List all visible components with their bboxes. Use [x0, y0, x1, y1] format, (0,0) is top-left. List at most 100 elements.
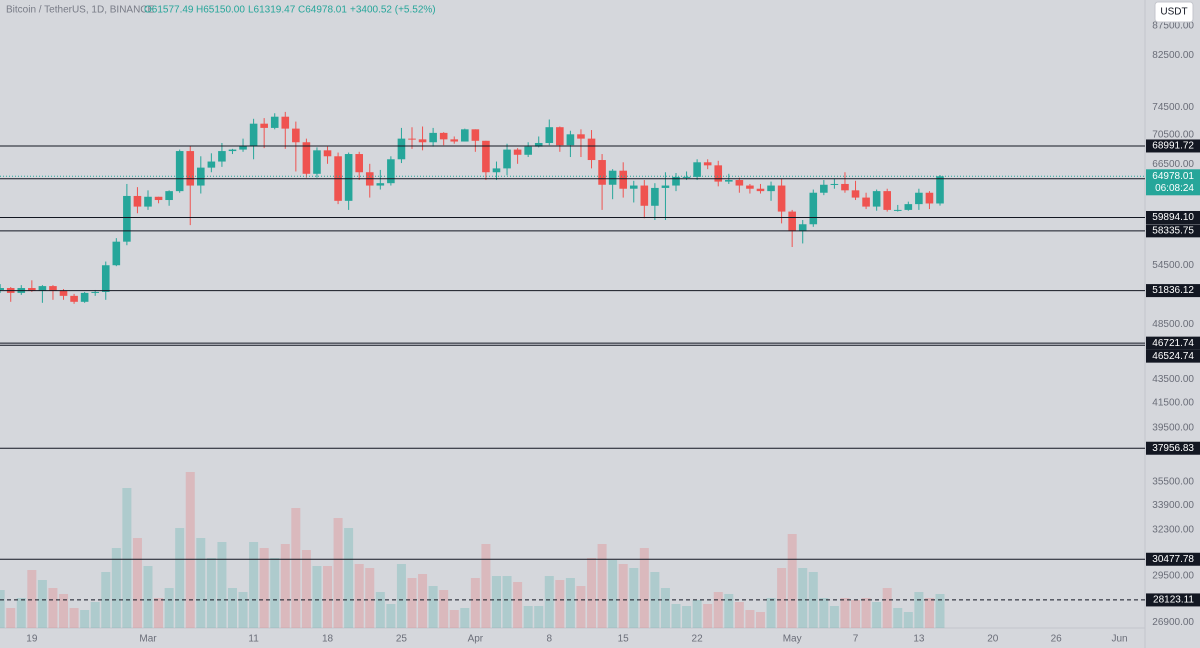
candle-body [144, 196, 152, 207]
volume-bar [481, 544, 491, 628]
volume-bar [671, 604, 681, 628]
volume-bar [301, 550, 311, 628]
volume-bar [491, 576, 501, 628]
candle-body [767, 185, 775, 192]
volume-bar [597, 544, 607, 628]
volume-bar [639, 548, 649, 628]
volume-bar [323, 566, 333, 628]
volume-bar [829, 606, 839, 628]
candle-body [313, 150, 321, 174]
candle-body [577, 134, 585, 139]
candle-body [38, 286, 47, 291]
candle-body [154, 196, 163, 201]
volume-bar [861, 598, 871, 628]
volume-bar [576, 586, 586, 628]
volume-bar [755, 612, 765, 628]
candle-body [239, 145, 247, 150]
countdown: 06:08:24 [1155, 183, 1194, 194]
last-price-bg [1146, 169, 1200, 196]
y-tick-label: 35500.00 [1152, 477, 1194, 488]
volume-bar [587, 558, 597, 628]
candle-body [302, 142, 311, 174]
volume-bar [470, 578, 480, 628]
candle-body [228, 149, 237, 152]
candle-body [292, 128, 300, 143]
volume-bar [460, 608, 470, 628]
level-label-bg [1146, 593, 1200, 607]
volume-bar [502, 576, 512, 628]
volume-bar [365, 568, 375, 628]
candle-body [0, 288, 4, 290]
last-price-label: 64978.01 [1152, 171, 1194, 182]
candle-body [450, 139, 459, 142]
currency-label[interactable]: USDT [1160, 7, 1187, 18]
candle-body [175, 151, 184, 192]
candle-body [651, 187, 659, 206]
volume-bar [703, 604, 713, 628]
candle-body [207, 161, 216, 168]
volume-bar [565, 578, 575, 628]
x-tick-label: 8 [546, 634, 552, 645]
candle-body [872, 191, 881, 207]
candle-body [598, 160, 606, 185]
y-tick-label: 33900.00 [1152, 500, 1194, 511]
candle-body [503, 149, 511, 169]
candle-body [756, 188, 765, 192]
candle-body [925, 192, 934, 204]
x-tick-label: 13 [913, 634, 925, 645]
candle-body [513, 149, 522, 155]
x-tick-label: Mar [139, 634, 157, 645]
volume-bar [16, 598, 26, 628]
level-label: 58335.75 [1152, 225, 1194, 236]
x-tick-label: 20 [987, 634, 999, 645]
volume-bar [259, 548, 269, 628]
x-tick-label: 19 [26, 634, 38, 645]
volume-bar [745, 610, 755, 628]
candle-body [249, 123, 258, 146]
candle-body [830, 183, 839, 185]
candle-body [915, 192, 923, 205]
candle-body [471, 129, 480, 141]
candle-body [893, 209, 902, 211]
y-tick-label: 26900.00 [1152, 617, 1194, 628]
candle-body [841, 183, 849, 191]
volume-bar [354, 564, 364, 628]
ohlc-high: H65150.00 [196, 5, 245, 16]
x-tick-label: 18 [322, 634, 334, 645]
level-label: 68991.72 [1152, 141, 1194, 152]
level-label-bg [1146, 552, 1200, 566]
candle-body [714, 165, 723, 182]
candle-body [408, 138, 416, 140]
level-layer: 68991.7264657.6359894.1058335.7551836.12… [0, 139, 1200, 607]
level-label: 30477.78 [1152, 554, 1194, 565]
volume-bar [0, 590, 5, 628]
ohlc-low: L61319.47 [248, 5, 296, 16]
candle-body [439, 132, 448, 140]
volume-bar [682, 606, 692, 628]
candle-body [461, 129, 469, 142]
volume-bar [154, 598, 164, 628]
y-tick-label: 54500.00 [1152, 260, 1194, 271]
ohlc-change: +3400.52 (+5.52%) [350, 5, 436, 16]
volume-bar [375, 592, 385, 628]
y-tick-label: 41500.00 [1152, 398, 1194, 409]
y-tick-label: 29500.00 [1152, 570, 1194, 581]
symbol: Bitcoin / TetherUS, 1D, BINANCE [6, 5, 155, 16]
volume-bar [439, 590, 449, 628]
volume-bar [48, 588, 58, 628]
y-tick-label: 87500.00 [1152, 20, 1194, 31]
candle-body [70, 295, 78, 302]
volume-bar [893, 608, 903, 628]
currency-button[interactable] [1154, 1, 1194, 23]
volume-bar [217, 542, 227, 628]
level-label: 46524.74 [1152, 351, 1194, 362]
y-tick-label: 32300.00 [1152, 525, 1194, 536]
volume-bar [59, 594, 69, 628]
volume-bar [291, 508, 301, 628]
candle-body [218, 151, 226, 162]
candle-body [344, 154, 353, 201]
x-tick-label: Apr [468, 634, 484, 645]
x-tick-label: May [783, 634, 802, 645]
